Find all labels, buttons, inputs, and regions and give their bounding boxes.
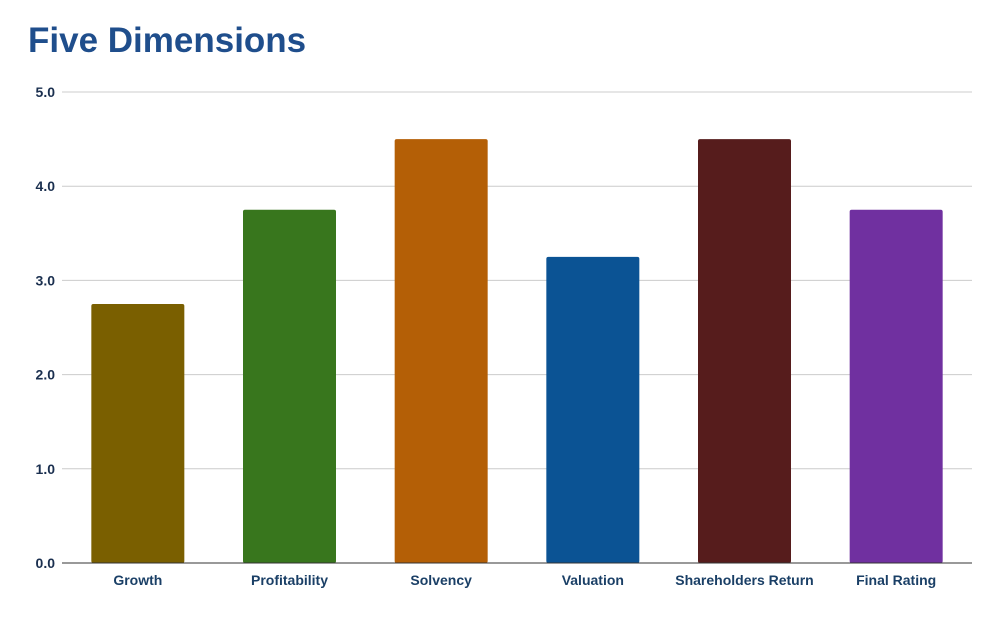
bar <box>849 209 943 563</box>
y-tick-label: 3.0 <box>36 272 56 288</box>
bar <box>91 303 185 563</box>
y-tick-label: 1.0 <box>36 461 56 477</box>
chart-title: Five Dimensions <box>28 21 307 60</box>
bar <box>698 139 791 563</box>
x-tick-label: Growth <box>113 572 162 588</box>
y-axis-ticks: 0.0 1.0 2.0 3.0 4.0 5.0 <box>36 84 56 571</box>
bar <box>394 139 488 563</box>
bar <box>546 256 640 563</box>
y-tick-label: 0.0 <box>36 555 56 571</box>
y-tick-label: 4.0 <box>36 178 56 194</box>
x-tick-label: Solvency <box>410 572 472 588</box>
x-tick-label: Valuation <box>562 572 624 588</box>
x-tick-label: Final Rating <box>856 572 936 588</box>
gridlines <box>62 91 972 470</box>
x-tick-label: Profitability <box>251 572 328 588</box>
bar <box>243 209 336 563</box>
x-axis-labels: Growth Profitability Solvency Valuation Shar… <box>113 572 936 588</box>
y-tick-label: 5.0 <box>36 84 56 100</box>
x-tick-label: Shareholders Return <box>675 572 813 588</box>
bars <box>91 139 943 563</box>
y-tick-label: 2.0 <box>36 367 56 383</box>
